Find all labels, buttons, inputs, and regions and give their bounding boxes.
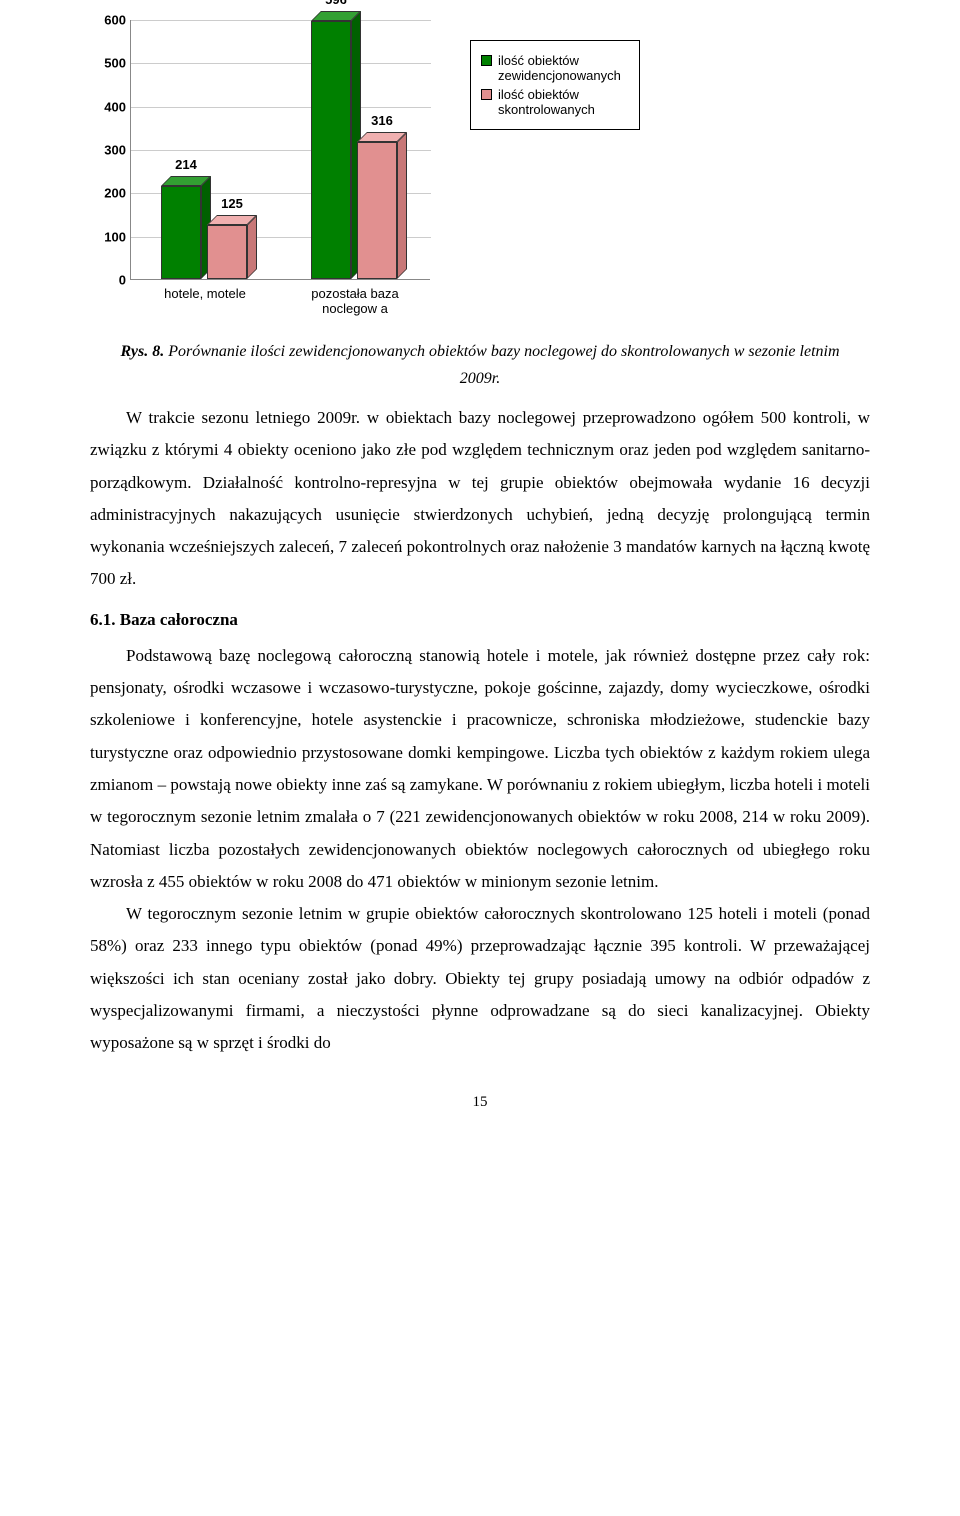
y-tick-label: 400 bbox=[104, 99, 126, 114]
bar-value-label: 214 bbox=[175, 157, 197, 172]
page-number: 15 bbox=[90, 1094, 870, 1111]
bar-value-label: 316 bbox=[371, 113, 393, 128]
y-axis: 0100200300400500600 bbox=[90, 20, 130, 280]
x-category-label: hotele, motele bbox=[150, 286, 260, 301]
bar-value-label: 125 bbox=[221, 196, 243, 211]
bar-value-label: 596 bbox=[325, 0, 347, 7]
bar-chart: 0100200300400500600 214125596316 ilość o… bbox=[90, 20, 620, 330]
y-tick-label: 100 bbox=[104, 229, 126, 244]
bar bbox=[207, 225, 247, 279]
paragraph-2: Podstawową bazę noclegową całoroczną sta… bbox=[90, 640, 870, 898]
legend-item: ilość obiektów skontrolowanych bbox=[481, 87, 629, 117]
body-text: W trakcie sezonu letniego 2009r. w obiek… bbox=[90, 402, 870, 596]
legend: ilość obiektów zewidencjonowanych ilość o… bbox=[470, 40, 640, 130]
legend-swatch bbox=[481, 89, 492, 100]
legend-item: ilość obiektów zewidencjonowanych bbox=[481, 53, 629, 83]
figure-caption-text: Porównanie ilości zewidencjonowanych obi… bbox=[168, 343, 839, 360]
legend-swatch bbox=[481, 55, 492, 66]
paragraph-1: W trakcie sezonu letniego 2009r. w obiek… bbox=[90, 402, 870, 596]
bar bbox=[161, 186, 201, 279]
section-heading: 6.1. Baza całoroczna bbox=[90, 610, 870, 630]
plot-area: 214125596316 bbox=[130, 20, 430, 280]
body-text-2: Podstawową bazę noclegową całoroczną sta… bbox=[90, 640, 870, 1060]
figure-caption-year: 2009r. bbox=[90, 370, 870, 388]
y-tick-label: 0 bbox=[119, 273, 126, 288]
bar bbox=[357, 142, 397, 279]
y-tick-label: 200 bbox=[104, 186, 126, 201]
figure-number: Rys. 8. bbox=[120, 343, 164, 360]
y-tick-label: 300 bbox=[104, 143, 126, 158]
y-tick-label: 500 bbox=[104, 56, 126, 71]
legend-label: ilość obiektów zewidencjonowanych bbox=[498, 53, 629, 83]
figure-caption: Rys. 8. Porównanie ilości zewidencjonowa… bbox=[90, 340, 870, 364]
legend-label: ilość obiektów skontrolowanych bbox=[498, 87, 629, 117]
x-category-label: pozostała baza noclegow a bbox=[300, 286, 410, 316]
y-tick-label: 600 bbox=[104, 13, 126, 28]
bar bbox=[311, 21, 351, 279]
paragraph-3: W tegorocznym sezonie letnim w grupie ob… bbox=[90, 898, 870, 1059]
